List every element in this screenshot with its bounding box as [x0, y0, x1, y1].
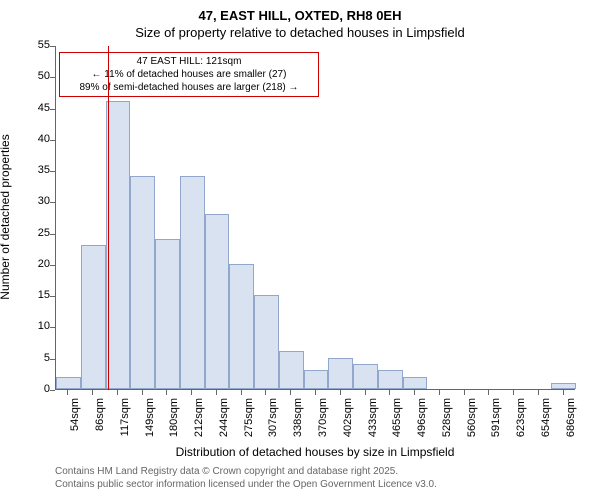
x-tick-mark [464, 390, 465, 395]
histogram-bar [81, 245, 106, 389]
x-tick-label: 402sqm [342, 398, 354, 448]
histogram-bar [353, 364, 378, 389]
x-tick-mark [166, 390, 167, 395]
chart-title-main: 47, EAST HILL, OXTED, RH8 0EH [0, 0, 600, 23]
histogram-bar [378, 370, 403, 389]
y-tick-mark [50, 140, 55, 141]
histogram-bar [130, 176, 155, 389]
x-tick-mark [365, 390, 366, 395]
x-tick-label: 623sqm [515, 398, 527, 448]
y-tick-mark [50, 46, 55, 47]
x-tick-label: 275sqm [243, 398, 255, 448]
x-tick-label: 465sqm [391, 398, 403, 448]
annotation-line2: ← 11% of detached houses are smaller (27… [64, 68, 314, 81]
x-tick-label: 117sqm [119, 398, 131, 448]
y-tick-mark [50, 171, 55, 172]
x-tick-mark [67, 390, 68, 395]
annotation-box: 47 EAST HILL: 121sqm ← 11% of detached h… [59, 52, 319, 97]
attribution-line1: Contains HM Land Registry data © Crown c… [55, 465, 437, 478]
histogram-bar [254, 295, 279, 389]
marker-line [108, 46, 109, 390]
x-tick-mark [191, 390, 192, 395]
x-tick-mark [439, 390, 440, 395]
y-tick-label: 30 [20, 195, 50, 207]
x-tick-mark [216, 390, 217, 395]
y-tick-label: 50 [20, 70, 50, 82]
histogram-bar [155, 239, 180, 389]
y-tick-label: 15 [20, 289, 50, 301]
x-tick-label: 433sqm [367, 398, 379, 448]
x-tick-mark [290, 390, 291, 395]
y-axis-label: Number of detached properties [0, 117, 12, 317]
histogram-bar [229, 264, 254, 389]
histogram-bar [328, 358, 353, 389]
histogram-bar [205, 214, 230, 389]
x-tick-mark [563, 390, 564, 395]
y-tick-label: 25 [20, 227, 50, 239]
y-tick-mark [50, 202, 55, 203]
y-tick-mark [50, 390, 55, 391]
x-tick-mark [488, 390, 489, 395]
chart-title-sub: Size of property relative to detached ho… [0, 23, 600, 40]
x-tick-label: 654sqm [540, 398, 552, 448]
histogram-bar [304, 370, 329, 389]
y-tick-mark [50, 296, 55, 297]
y-tick-mark [50, 359, 55, 360]
attribution-text: Contains HM Land Registry data © Crown c… [55, 465, 437, 491]
x-tick-label: 496sqm [416, 398, 428, 448]
x-tick-mark [513, 390, 514, 395]
histogram-bar [403, 377, 428, 390]
x-tick-mark [92, 390, 93, 395]
x-tick-label: 307sqm [267, 398, 279, 448]
histogram-bar [56, 377, 81, 390]
x-tick-label: 370sqm [317, 398, 329, 448]
x-tick-mark [315, 390, 316, 395]
y-tick-label: 35 [20, 164, 50, 176]
x-tick-label: 338sqm [292, 398, 304, 448]
y-tick-mark [50, 77, 55, 78]
attribution-line2: Contains public sector information licen… [55, 478, 437, 491]
x-tick-label: 149sqm [144, 398, 156, 448]
y-tick-label: 0 [20, 383, 50, 395]
plot-area [55, 46, 575, 390]
histogram-bar [551, 383, 576, 389]
x-tick-mark [538, 390, 539, 395]
x-tick-label: 86sqm [94, 398, 106, 448]
y-tick-mark [50, 327, 55, 328]
x-tick-label: 560sqm [466, 398, 478, 448]
y-tick-label: 10 [20, 320, 50, 332]
x-tick-label: 180sqm [168, 398, 180, 448]
histogram-bar [279, 351, 304, 389]
x-tick-label: 528sqm [441, 398, 453, 448]
y-tick-label: 40 [20, 133, 50, 145]
x-tick-mark [340, 390, 341, 395]
y-tick-label: 20 [20, 258, 50, 270]
x-tick-mark [117, 390, 118, 395]
annotation-line1: 47 EAST HILL: 121sqm [64, 55, 314, 68]
y-tick-mark [50, 234, 55, 235]
y-tick-mark [50, 265, 55, 266]
x-tick-label: 244sqm [218, 398, 230, 448]
x-tick-mark [265, 390, 266, 395]
x-tick-label: 686sqm [565, 398, 577, 448]
annotation-line3: 89% of semi-detached houses are larger (… [64, 81, 314, 94]
x-tick-mark [142, 390, 143, 395]
x-tick-label: 212sqm [193, 398, 205, 448]
x-tick-mark [389, 390, 390, 395]
y-tick-mark [50, 109, 55, 110]
y-tick-label: 45 [20, 102, 50, 114]
y-tick-label: 55 [20, 39, 50, 51]
x-tick-label: 54sqm [69, 398, 81, 448]
y-tick-label: 5 [20, 352, 50, 364]
x-tick-mark [414, 390, 415, 395]
x-tick-label: 591sqm [490, 398, 502, 448]
histogram-bar [180, 176, 205, 389]
x-tick-mark [241, 390, 242, 395]
